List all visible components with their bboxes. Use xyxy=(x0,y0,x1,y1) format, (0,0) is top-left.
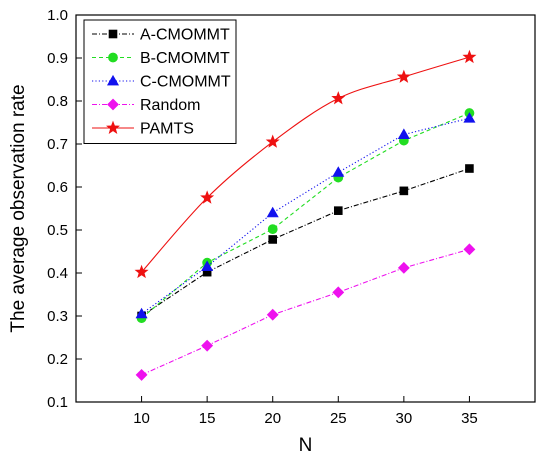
legend-marker xyxy=(108,52,118,63)
series-random xyxy=(135,243,476,381)
legend-marker xyxy=(107,98,119,111)
legend-item: B-CMOMMT xyxy=(92,50,230,67)
legend-item: C-CMOMMT xyxy=(92,74,231,91)
legend-label: PAMTS xyxy=(140,121,194,138)
legend-item: A-CMOMMT xyxy=(92,27,230,44)
series-line xyxy=(141,248,470,376)
y-tick-label: 0.8 xyxy=(47,93,68,110)
data-point xyxy=(201,339,214,352)
data-point xyxy=(462,49,477,64)
y-tick-label: 0.5 xyxy=(47,222,68,239)
y-axis-title: The average observation rate xyxy=(8,84,29,332)
data-point xyxy=(396,69,411,83)
y-tick-label: 0.1 xyxy=(47,394,68,411)
series-a-cmommt xyxy=(137,164,474,321)
series-pamts xyxy=(134,49,477,279)
legend-label: A-CMOMMT xyxy=(140,27,230,44)
legend-marker xyxy=(106,120,120,134)
axis-ticks: 10 15 20 25 30 35 0.1 0.2 0.3 0.4 0.5 0.6 0.7 0.8 0.9 1… xyxy=(47,7,478,427)
data-point xyxy=(135,307,148,319)
data-point xyxy=(268,235,278,244)
data-point xyxy=(331,91,346,105)
series-line xyxy=(141,117,470,315)
y-tick-label: 0.4 xyxy=(47,265,68,282)
x-tick-label: 25 xyxy=(330,410,347,427)
data-point xyxy=(332,286,345,299)
series-c-cmommt xyxy=(135,112,476,319)
data-point xyxy=(134,264,149,279)
legend-marker xyxy=(106,74,120,86)
legend: A-CMOMMT B-CMOMMT C-CMOMMT Random PAMTS xyxy=(83,19,237,144)
y-tick-label: 0.3 xyxy=(47,308,68,325)
data-point xyxy=(332,166,345,177)
legend-marker xyxy=(108,29,118,39)
x-tick-label: 10 xyxy=(133,410,150,427)
y-tick-label: 0.7 xyxy=(47,136,68,153)
x-axis-title: N xyxy=(299,435,313,456)
x-tick-label: 35 xyxy=(461,410,478,427)
data-point xyxy=(463,112,476,123)
data-point xyxy=(266,308,279,321)
legend-label: B-CMOMMT xyxy=(140,50,230,67)
plot-marks xyxy=(134,49,477,381)
data-point xyxy=(135,368,148,381)
data-point xyxy=(267,224,278,235)
y-tick-label: 0.6 xyxy=(47,179,68,196)
x-tick-label: 30 xyxy=(396,410,413,427)
data-point xyxy=(200,190,215,204)
data-point xyxy=(397,261,410,274)
legend-label: Random xyxy=(140,97,200,114)
data-point xyxy=(265,134,280,148)
data-point xyxy=(333,206,343,215)
y-tick-label: 0.2 xyxy=(47,351,68,368)
data-point xyxy=(465,164,474,173)
data-point xyxy=(201,260,214,271)
legend-item: Random xyxy=(92,97,200,114)
series-line xyxy=(141,112,470,319)
data-point xyxy=(266,206,279,218)
x-tick-label: 15 xyxy=(199,410,216,427)
legend-item: PAMTS xyxy=(92,121,194,138)
plot-frame xyxy=(75,14,536,403)
x-tick-label: 20 xyxy=(264,410,281,427)
data-point xyxy=(397,128,410,139)
legend-label: C-CMOMMT xyxy=(140,74,231,91)
y-tick-label: 0.9 xyxy=(47,50,68,67)
data-point xyxy=(399,186,409,196)
series-line xyxy=(141,167,470,317)
y-tick-label: 1.0 xyxy=(47,7,68,24)
data-point xyxy=(463,243,476,256)
